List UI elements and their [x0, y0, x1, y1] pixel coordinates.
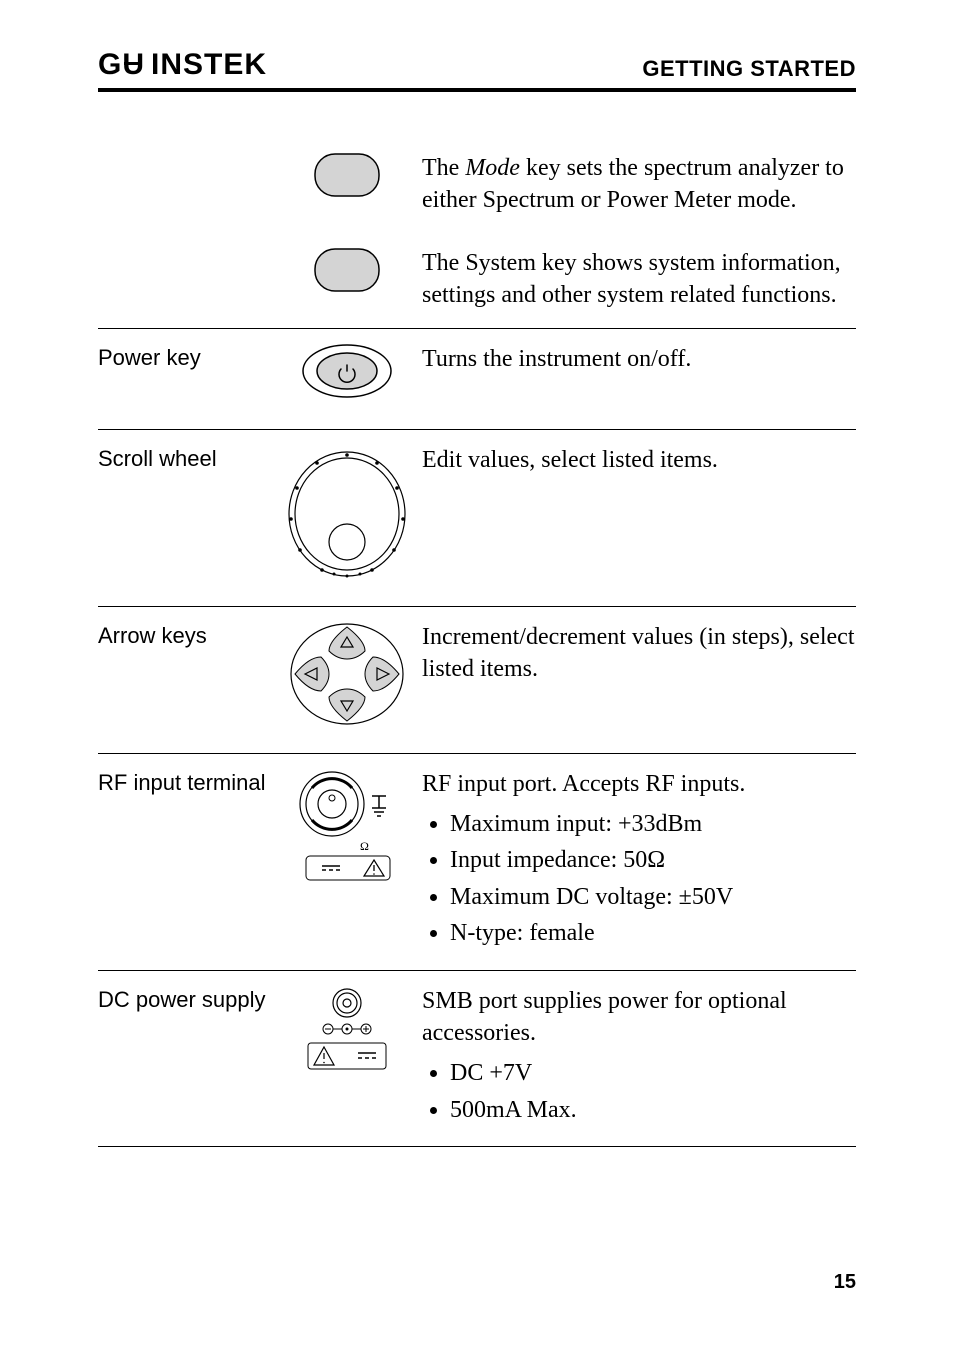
rf-bullet-list: Maximum input: +33dBm Input impedance: 5… — [450, 808, 856, 950]
list-item: 500mA Max. — [450, 1094, 856, 1126]
row-desc: The Mode key sets the spectrum analyzer … — [422, 152, 856, 217]
row-desc: Turns the instrument on/off. — [422, 343, 856, 375]
page-number: 15 — [834, 1271, 856, 1294]
mode-key-icon — [272, 152, 422, 198]
logo-rest: INSTEK — [151, 48, 267, 82]
row-label: RF input terminal — [98, 768, 272, 796]
list-item: Input impedance: 50Ω — [450, 844, 856, 876]
scroll-wheel-icon — [272, 444, 422, 584]
page-header: G U INSTEK GETTING STARTED — [98, 48, 856, 92]
list-item: Maximum DC voltage: ±50V — [450, 881, 856, 913]
system-key-icon — [272, 247, 422, 293]
svg-text:Ω: Ω — [360, 839, 369, 853]
table-row: RF input terminal Ω — [98, 754, 856, 971]
logo-u: U — [122, 48, 145, 82]
dc-bullet-list: DC +7V 500mA Max. — [450, 1057, 856, 1126]
dc-power-icon — [272, 985, 422, 1085]
logo-g: G — [98, 48, 122, 82]
table-row: Arrow keys Incremen — [98, 607, 856, 754]
row-label — [98, 247, 272, 249]
table-row: The System key shows system information,… — [98, 233, 856, 329]
content-table: The Mode key sets the spectrum analyzer … — [98, 138, 856, 1147]
list-item: Maximum input: +33dBm — [450, 808, 856, 840]
list-item: DC +7V — [450, 1057, 856, 1089]
rf-input-icon: Ω — [272, 768, 422, 888]
arrow-keys-icon — [272, 621, 422, 727]
row-label — [98, 152, 272, 154]
row-desc: SMB port supplies power for optional acc… — [422, 985, 856, 1131]
table-row: The Mode key sets the spectrum analyzer … — [98, 138, 856, 233]
power-key-icon — [272, 343, 422, 399]
row-desc: Edit values, select listed items. — [422, 444, 856, 476]
row-label: Arrow keys — [98, 621, 272, 649]
row-label: Power key — [98, 343, 272, 371]
row-label: Scroll wheel — [98, 444, 272, 472]
row-label: DC power supply — [98, 985, 272, 1013]
row-desc: Increment/decrement values (in steps), s… — [422, 621, 856, 686]
list-item: N-type: female — [450, 917, 856, 949]
table-row: Power key Turns the instrument on/off. — [98, 329, 856, 430]
row-desc: RF input port. Accepts RF inputs. Maximu… — [422, 768, 856, 954]
section-title: GETTING STARTED — [642, 56, 856, 82]
logo: G U INSTEK — [98, 48, 267, 82]
table-row: Scroll wheel — [98, 430, 856, 607]
row-desc: The System key shows system information,… — [422, 247, 856, 312]
table-row: DC power supply — [98, 971, 856, 1148]
